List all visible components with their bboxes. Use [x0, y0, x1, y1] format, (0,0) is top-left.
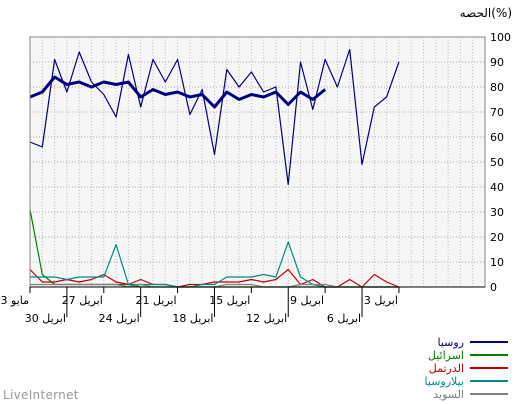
y-tick-label: 70: [490, 106, 504, 119]
y-tick-label: 60: [490, 131, 504, 144]
x-tick-label: 27 ابريل: [62, 294, 103, 307]
x-tick-label: 30 ابريل: [25, 312, 66, 325]
x-tick-label: 12 ابريل: [246, 312, 287, 325]
x-tick-label: 21 ابريل: [135, 294, 176, 307]
legend-label: السويد: [433, 388, 464, 401]
axis-layer: 0 10 20 30 40 50 60 70 80 90 100 3 مايو 27 ابريل 21 ا…: [1, 31, 512, 325]
legend-label: الدرتمل: [429, 362, 464, 375]
x-tick-label: 24 ابريل: [99, 312, 140, 325]
y-tick-label: 40: [490, 181, 504, 194]
series-line: [29, 48, 400, 186]
x-tick-label: 15 ابريل: [209, 294, 250, 307]
brand-logo: LiveInternet: [3, 388, 79, 402]
y-tick-label: 20: [490, 231, 504, 244]
legend-label: بيلاروسيا: [425, 375, 464, 388]
x-tick-label: 3 ابريل: [364, 294, 398, 307]
y-tick-label: 100: [490, 31, 511, 44]
y-tick-label: 80: [490, 81, 504, 94]
legend-label: روسيا: [437, 336, 464, 349]
y-tick-label: 90: [490, 56, 504, 69]
x-tick-label: 9 ابريل: [290, 294, 324, 307]
x-tick-label: 3 مايو: [1, 294, 30, 307]
y-tick-label: 50: [490, 156, 504, 169]
legend-label: اسرائيل: [428, 349, 464, 362]
y-tick-label: 30: [490, 206, 504, 219]
plot-area: [30, 37, 485, 287]
x-tick-label: 18 ابريل: [172, 312, 213, 325]
y-axis-title: الحصه(%): [460, 6, 512, 20]
series-line-trend: [29, 75, 327, 109]
y-tick-label: 0: [490, 281, 497, 294]
y-tick-label: 10: [490, 256, 504, 269]
x-tick-label: 6 ابريل: [327, 312, 361, 325]
